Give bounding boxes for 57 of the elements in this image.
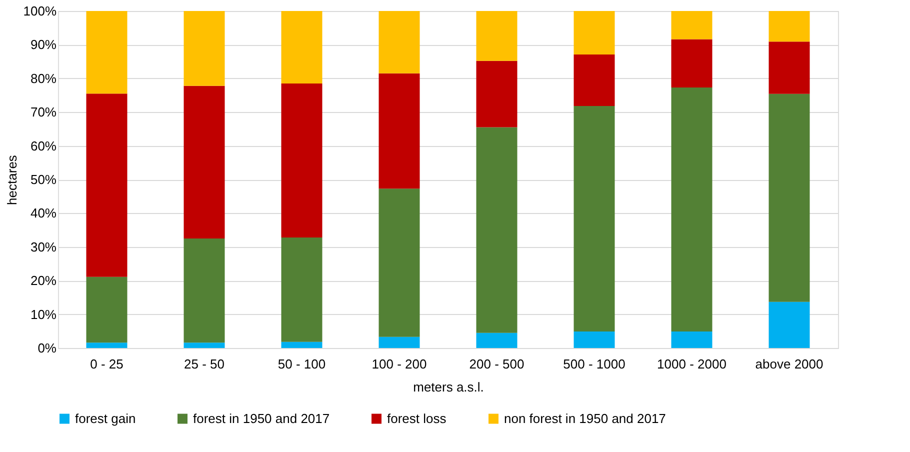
x-tick-label: 50 - 100 — [278, 356, 326, 372]
bar — [476, 127, 518, 333]
bar — [86, 11, 128, 94]
bar — [184, 238, 225, 343]
x-tick-label: 25 - 50 — [184, 356, 224, 372]
legend-label: forest loss — [387, 410, 447, 426]
bar — [768, 302, 810, 348]
y-tick-label: 50% — [30, 172, 57, 187]
bar — [671, 88, 712, 332]
bar — [671, 39, 712, 88]
y-tick-label: 60% — [30, 138, 57, 154]
bar — [768, 94, 810, 302]
bar — [768, 42, 810, 94]
bar — [476, 332, 518, 348]
y-tick-label: 10% — [30, 306, 57, 322]
y-axis-title: hectares — [4, 154, 20, 205]
y-tick-label: 90% — [30, 37, 57, 52]
bar — [476, 11, 518, 61]
x-axis-title: meters a.s.l. — [413, 380, 484, 394]
bar — [184, 86, 225, 238]
bar — [184, 342, 225, 348]
bar — [574, 54, 615, 106]
x-tick-label: 100 - 200 — [372, 356, 427, 372]
y-tick-label: 40% — [30, 206, 57, 221]
bar — [281, 11, 322, 84]
y-tick-label: 100% — [23, 4, 57, 18]
bar — [378, 73, 420, 189]
bar — [574, 331, 615, 348]
bar — [281, 342, 322, 348]
legend-label: forest gain — [75, 410, 136, 426]
bar — [768, 11, 810, 42]
bar — [671, 331, 712, 348]
bar — [574, 106, 615, 332]
bar — [671, 11, 712, 40]
bar — [281, 83, 322, 238]
y-tick-label: 0% — [38, 340, 57, 356]
y-tick-label: 30% — [30, 239, 57, 254]
bar — [86, 94, 128, 277]
y-tick-label: 70% — [30, 104, 57, 120]
bar — [476, 60, 518, 128]
bar — [378, 188, 420, 337]
bar — [184, 11, 225, 86]
legend-label: non forest in 1950 and 2017 — [504, 410, 666, 426]
y-tick-label: 20% — [30, 273, 57, 288]
bar — [378, 336, 420, 348]
bar — [281, 237, 322, 342]
x-tick-label: 0 - 25 — [90, 356, 124, 372]
x-tick-label: 500 - 1000 — [563, 356, 626, 372]
y-tick-label: 80% — [30, 70, 57, 86]
x-tick-label: 1000 - 2000 — [657, 356, 726, 372]
legend-label: forest in 1950 and 2017 — [193, 410, 330, 426]
bar — [86, 342, 128, 348]
x-tick-label: above 2000 — [755, 356, 824, 372]
x-tick-label: 200 - 500 — [469, 356, 524, 372]
bar — [86, 276, 128, 343]
bar — [378, 11, 420, 74]
bar — [574, 11, 615, 54]
